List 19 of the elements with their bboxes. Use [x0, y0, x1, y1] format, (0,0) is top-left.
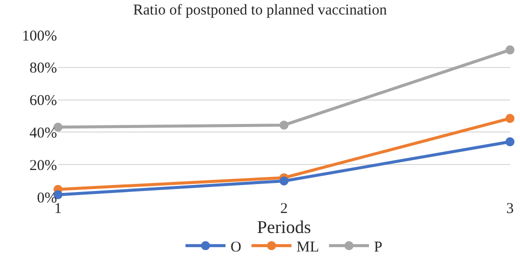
point: [280, 176, 288, 186]
x-tick-label: 2: [280, 201, 288, 217]
y-tick-label: 100%: [22, 28, 57, 44]
point: [506, 137, 514, 146]
point: [506, 114, 514, 123]
x-tick-label: 1: [54, 201, 62, 217]
y-tick-label: 0%: [37, 190, 57, 206]
x-axis-title: Periods: [257, 217, 311, 237]
legend-label: ML: [296, 240, 319, 256]
y-tick-label: 20%: [30, 158, 57, 174]
y-tick-label: 40%: [30, 125, 57, 142]
chart-title: Ratio of postponed to planned vaccination: [133, 2, 388, 19]
legend-label: P: [374, 240, 382, 256]
point: [280, 120, 288, 130]
y-tick-label: 60%: [30, 93, 57, 110]
point: [506, 45, 514, 54]
x-tick-label: 3: [506, 201, 514, 217]
legend-label: O: [230, 240, 242, 256]
y-tick-label: 80%: [30, 60, 57, 77]
